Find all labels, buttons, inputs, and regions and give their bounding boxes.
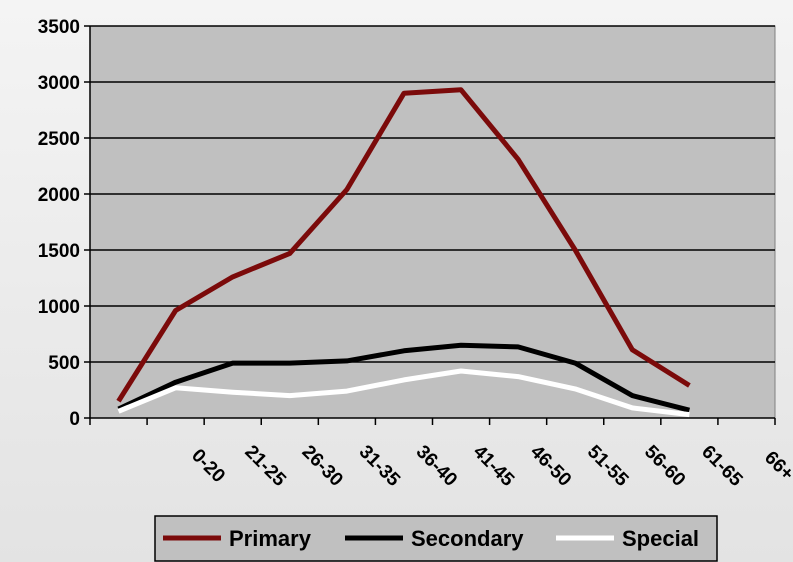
x-tick-label: 0-20 xyxy=(187,445,229,487)
x-tick-label: 36-40 xyxy=(412,442,461,491)
x-tick-label: 21-25 xyxy=(241,442,291,492)
series-line-secondary xyxy=(117,342,691,413)
x-tick-label: 66+ xyxy=(760,447,793,485)
y-tick-label: 2500 xyxy=(38,129,80,150)
y-tick-label: 0 xyxy=(69,409,80,430)
legend: Primary Secondary Special xyxy=(154,515,718,562)
x-tick-label: 26-30 xyxy=(298,442,347,491)
legend-label-primary: Primary xyxy=(229,526,312,551)
y-tick-label: 3500 xyxy=(38,17,80,38)
x-tick-label: 51-55 xyxy=(583,442,633,492)
x-tick-label: 46-50 xyxy=(526,442,575,491)
x-tick-label: 41-45 xyxy=(469,442,519,492)
plot-area xyxy=(89,25,776,419)
grid-lines xyxy=(90,25,775,363)
x-tick-label: 31-35 xyxy=(355,442,405,492)
y-tick-label: 2000 xyxy=(38,185,80,206)
series-line-special xyxy=(117,368,690,418)
y-tick-label: 500 xyxy=(48,353,80,374)
legend-label-special: Special xyxy=(622,526,699,551)
x-tick-label: 56-60 xyxy=(640,442,689,491)
y-tick-label: 1500 xyxy=(38,241,80,262)
series-line-primary xyxy=(116,87,691,403)
y-tick-label: 1000 xyxy=(38,297,80,318)
x-axis: 0-20 21-25 26-30 31-35 36-40 41-45 46-50 51-55 5… xyxy=(89,417,793,492)
legend-label-secondary: Secondary xyxy=(411,526,524,551)
series-lines xyxy=(116,87,691,418)
legend-box xyxy=(154,515,718,562)
x-tick-label: 61-65 xyxy=(697,442,747,492)
y-axis: 0 500 1000 1500 2000 2500 3000 3500 xyxy=(38,17,91,430)
y-tick-label: 3000 xyxy=(38,73,80,94)
